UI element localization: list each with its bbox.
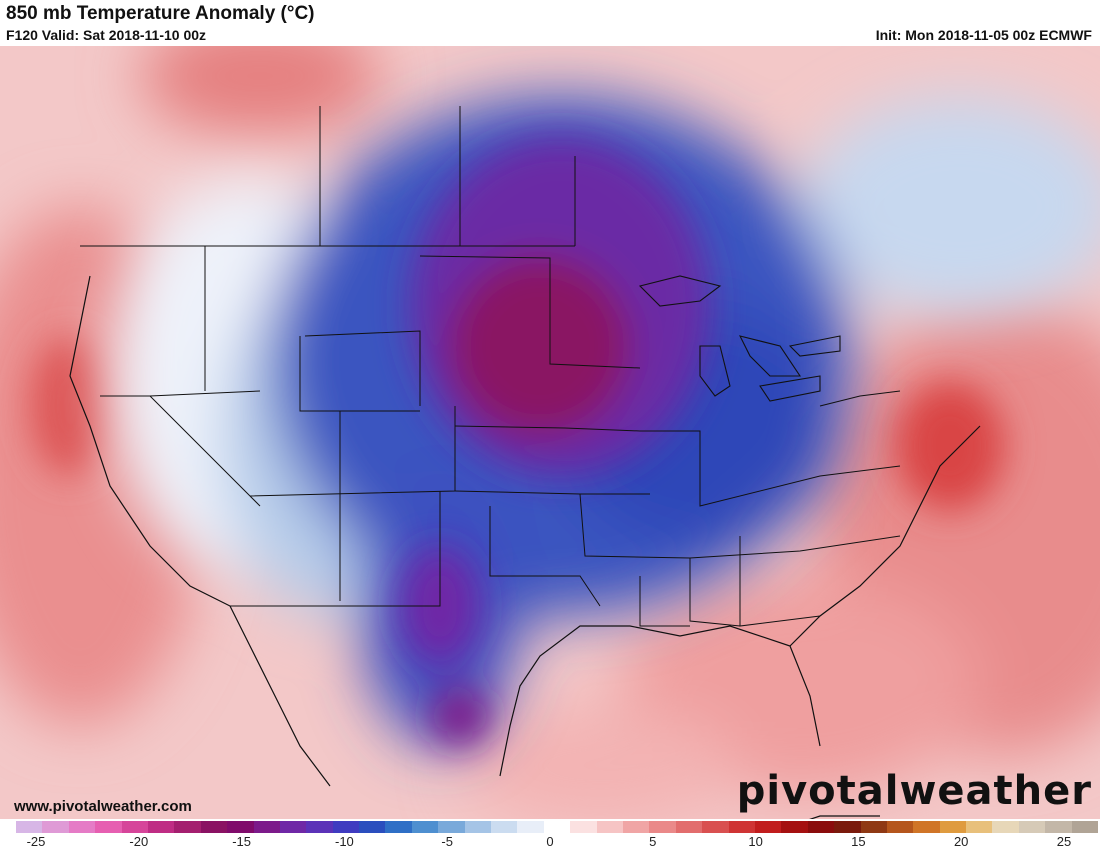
site-url[interactable]: www.pivotalweather.com	[14, 798, 192, 815]
colorbar-swatch	[491, 821, 518, 833]
colorbar-swatch	[781, 821, 808, 833]
colorbar	[16, 821, 1099, 833]
colorbar-swatch	[279, 821, 307, 833]
colorbar-swatch	[702, 821, 729, 833]
colorbar-swatch	[834, 821, 861, 833]
colorbar-swatch	[543, 821, 571, 833]
init-time: Init: Mon 2018-11-05 00z ECMWF	[875, 27, 1092, 43]
cold-anomaly-field	[110, 96, 1100, 746]
colorbar-tick-label: -5	[441, 834, 453, 849]
colorbar-swatch	[411, 821, 439, 833]
colorbar-tick-label: -20	[129, 834, 149, 849]
colorbar-swatch	[438, 821, 465, 833]
colorbar-tick-label: 5	[649, 834, 657, 849]
colorbar-swatch	[121, 821, 148, 833]
colorbar-tick-label: 10	[748, 834, 763, 849]
map-canvas	[0, 46, 1100, 819]
colorbar-swatch	[728, 821, 755, 833]
colorbar-swatch	[649, 821, 676, 833]
colorbar-swatch	[966, 821, 993, 833]
colorbar-swatch	[147, 821, 175, 833]
colorbar-swatch	[596, 821, 623, 833]
brand-logo: pivotalweather	[736, 768, 1092, 814]
state-boundaries	[80, 106, 901, 627]
colorbar-swatch	[570, 821, 597, 833]
colorbar-swatch	[886, 821, 914, 833]
colorbar-tick-label: -10	[334, 834, 354, 849]
colorbar-swatch	[306, 821, 333, 833]
strong-warm-core	[30, 336, 1005, 511]
colorbar-swatch	[253, 821, 280, 833]
header: 850 mb Temperature Anomaly (°C) F120 Val…	[0, 0, 1100, 46]
colorbar-swatch	[42, 821, 69, 833]
colorbar-swatch	[754, 821, 782, 833]
great-lakes	[638, 275, 841, 402]
colorbar-swatch	[675, 821, 703, 833]
colorbar-tick-label: 20	[953, 834, 969, 849]
colorbar-swatch	[174, 821, 201, 833]
colorbar-swatch	[332, 821, 360, 833]
colorbar-swatch	[860, 821, 887, 833]
colorbar-swatch	[992, 821, 1019, 833]
colorbar-swatch	[385, 821, 412, 833]
colorbar-tick-label: -25	[26, 834, 46, 849]
colorbar-swatch	[807, 821, 835, 833]
anomaly-map[interactable]	[0, 46, 1100, 819]
colorbar-swatch	[939, 821, 967, 833]
coastlines	[69, 275, 981, 819]
colorbar-swatch	[913, 821, 940, 833]
colorbar-swatch	[517, 821, 544, 833]
colorbar-swatch	[68, 821, 96, 833]
colorbar-ticks: -25 -20 -15 -10 -5 0 5 10 15 20 25	[0, 834, 1100, 850]
colorbar-tick-label: 0	[546, 834, 554, 849]
colorbar-swatch	[1018, 821, 1046, 833]
colorbar-tick-label: 25	[1056, 834, 1072, 849]
colorbar-swatch	[227, 821, 254, 833]
colorbar-swatch	[95, 821, 122, 833]
colorbar-swatch	[16, 821, 43, 833]
colorbar-tick-label: 15	[851, 834, 866, 849]
colorbar-swatch	[1045, 821, 1072, 833]
valid-time: F120 Valid: Sat 2018-11-10 00z	[6, 27, 207, 43]
colorbar-swatch	[464, 821, 492, 833]
colorbar-swatch	[1071, 821, 1099, 833]
map-title: 850 mb Temperature Anomaly (°C)	[6, 3, 315, 24]
colorbar-swatch	[622, 821, 650, 833]
colorbar-swatch	[200, 821, 228, 833]
warm-anomaly-field	[0, 46, 1100, 819]
strong-cold-core	[400, 136, 710, 746]
colorbar-swatch	[359, 821, 386, 833]
colorbar-tick-label: -15	[232, 834, 251, 849]
